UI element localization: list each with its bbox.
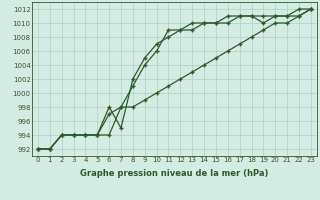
X-axis label: Graphe pression niveau de la mer (hPa): Graphe pression niveau de la mer (hPa) xyxy=(80,169,268,178)
